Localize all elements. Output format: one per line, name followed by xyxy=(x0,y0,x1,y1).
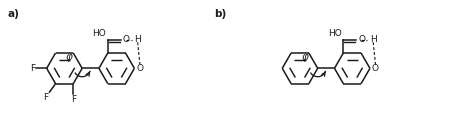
Text: H: H xyxy=(370,35,377,44)
Text: b): b) xyxy=(214,9,226,19)
Text: φ: φ xyxy=(301,52,308,62)
Text: F: F xyxy=(30,64,35,73)
Text: F: F xyxy=(71,95,76,104)
Text: O: O xyxy=(136,64,143,73)
Text: O: O xyxy=(358,35,365,44)
Text: O: O xyxy=(372,64,379,73)
Text: HO: HO xyxy=(92,29,106,38)
Text: φ: φ xyxy=(65,52,73,62)
Text: HO: HO xyxy=(328,29,341,38)
Text: F: F xyxy=(43,93,48,102)
Text: O: O xyxy=(123,35,130,44)
Text: a): a) xyxy=(8,9,19,19)
Text: H: H xyxy=(134,35,141,44)
